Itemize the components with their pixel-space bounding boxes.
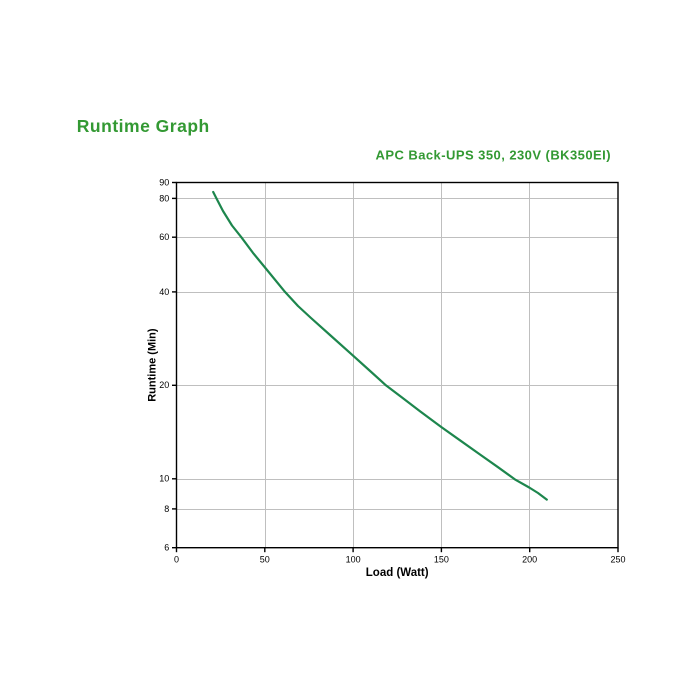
svg-text:6: 6 (164, 543, 169, 553)
svg-text:250: 250 (610, 555, 625, 565)
svg-text:80: 80 (159, 193, 169, 203)
svg-text:20: 20 (159, 380, 169, 390)
svg-text:0: 0 (174, 555, 179, 565)
svg-text:8: 8 (164, 504, 169, 514)
svg-text:200: 200 (522, 555, 537, 565)
svg-text:50: 50 (260, 555, 270, 565)
svg-text:100: 100 (346, 555, 361, 565)
svg-text:APC Back-UPS 350, 230V (BK350E: APC Back-UPS 350, 230V (BK350EI) (376, 147, 612, 162)
svg-text:Runtime Graph: Runtime Graph (77, 116, 210, 136)
svg-text:10: 10 (159, 474, 169, 484)
svg-text:60: 60 (159, 232, 169, 242)
svg-text:Runtime (Min): Runtime (Min) (147, 328, 159, 402)
svg-text:40: 40 (159, 287, 169, 297)
svg-text:150: 150 (434, 555, 449, 565)
svg-text:Load (Watt): Load (Watt) (366, 567, 429, 579)
svg-text:90: 90 (159, 177, 169, 187)
